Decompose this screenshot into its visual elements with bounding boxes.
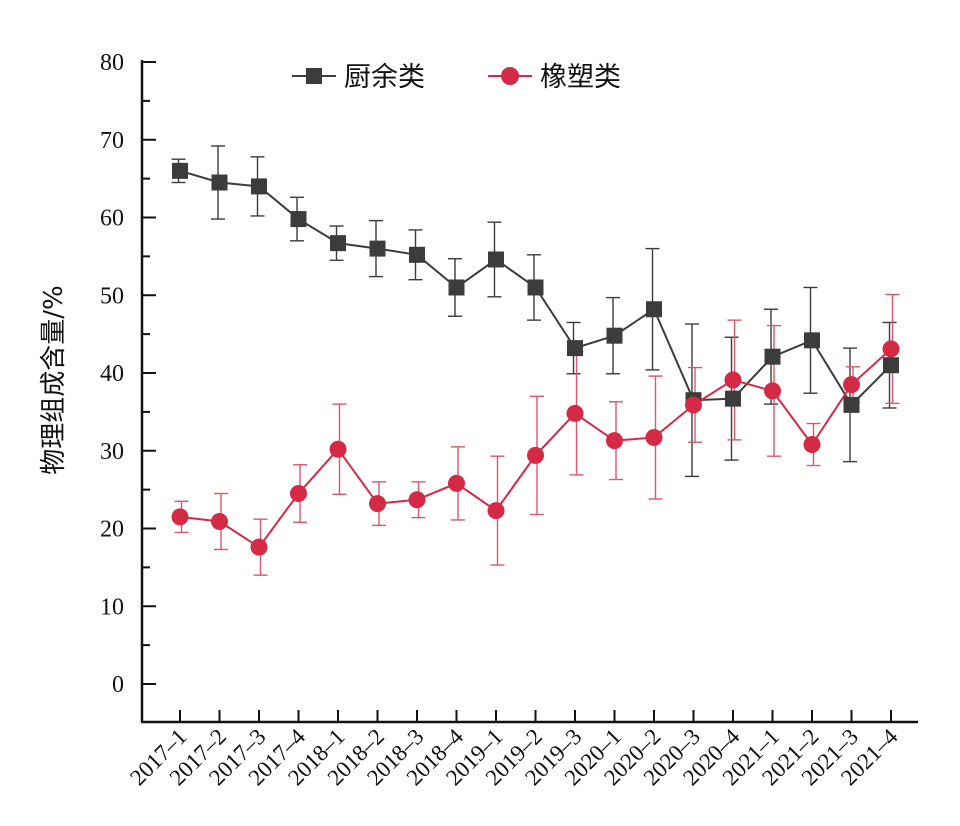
data-point-square (290, 211, 307, 228)
data-point-square (883, 357, 899, 374)
series-lines (179, 169, 892, 549)
data-point-circle (290, 485, 307, 503)
y-tick-label: 40 (100, 361, 124, 387)
data-point-square (369, 240, 386, 257)
data-point-circle (764, 382, 781, 400)
data-point-square (567, 340, 583, 357)
data-point-square (251, 178, 267, 195)
data-point-circle (606, 432, 623, 450)
data-point-square (646, 301, 662, 318)
data-point-square (172, 162, 188, 179)
data-point-circle (448, 474, 465, 492)
data-point-circle (724, 371, 742, 389)
data-point-circle (171, 508, 189, 526)
data-point-square (764, 348, 781, 365)
data-point-circle (685, 396, 702, 414)
data-point-circle (408, 491, 426, 509)
legend-marker-square (306, 68, 322, 84)
legend: 厨余类 橡塑类 (292, 62, 621, 93)
data-point-circle (211, 513, 228, 531)
data-point-square (211, 174, 228, 191)
data-point-square (409, 246, 425, 263)
data-point-circle (487, 502, 505, 520)
legend-marker-circle (501, 67, 519, 85)
y-tick-label: 50 (100, 283, 124, 309)
y-tick-label: 80 (100, 50, 124, 76)
data-point-circle (250, 538, 268, 556)
y-tick-label: 20 (100, 517, 124, 543)
data-point-circle (843, 376, 860, 394)
data-point-square (725, 390, 741, 407)
data-point-circle (566, 404, 584, 422)
y-axis-title-group: 物理组成含量/% (39, 285, 69, 474)
data-point-circle (645, 429, 663, 447)
data-point-square (488, 251, 504, 268)
data-point-circle (882, 340, 900, 358)
data-point-circle (803, 436, 821, 454)
data-point-square (804, 332, 820, 349)
legend-label: 橡塑类 (540, 62, 621, 93)
series-markers (171, 162, 900, 556)
data-point-square (448, 279, 465, 296)
data-point-circle (527, 446, 544, 464)
legend-label: 厨余类 (344, 62, 425, 93)
y-axis-title: 物理组成含量/% (39, 285, 69, 474)
data-point-square (606, 327, 623, 344)
y-tick-label: 60 (100, 206, 124, 232)
y-tick-label: 0 (112, 672, 124, 698)
data-point-square (527, 279, 544, 296)
data-point-square (843, 396, 860, 413)
error-bars (171, 145, 900, 576)
data-point-square (330, 235, 346, 252)
y-tick-label: 30 (100, 439, 124, 465)
data-point-circle (329, 440, 347, 458)
data-point-circle (369, 495, 386, 513)
y-tick-label: 70 (100, 128, 124, 154)
y-tick-label: 10 (100, 594, 124, 620)
